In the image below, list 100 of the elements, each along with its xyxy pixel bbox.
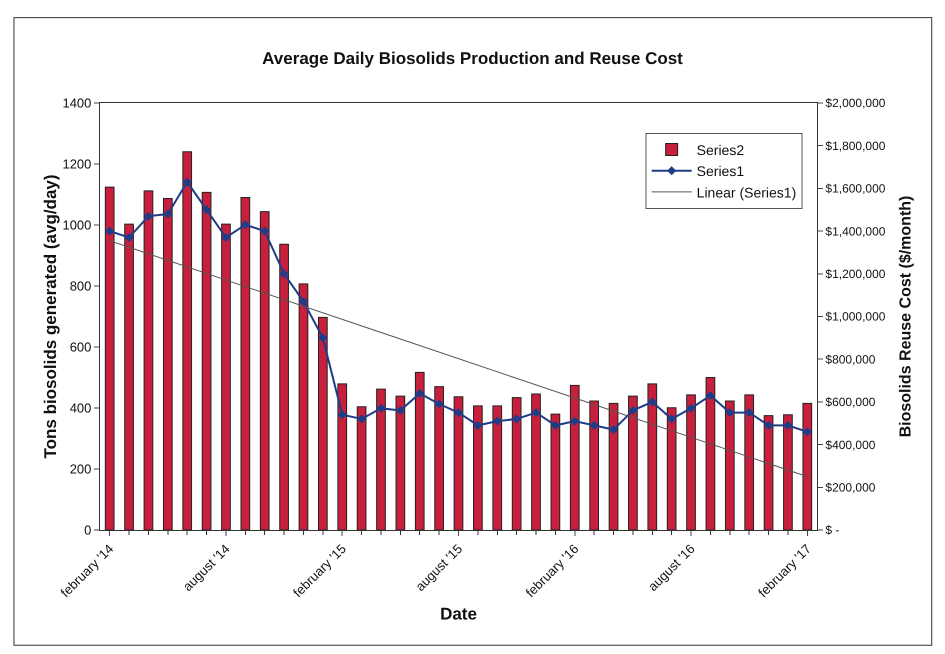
- point: [648, 397, 657, 406]
- bar: [589, 400, 600, 530]
- y2-tick-label: $2,000,000: [825, 96, 886, 110]
- bar: [666, 407, 677, 530]
- point: [764, 420, 774, 430]
- y2-tick-label: $800,000: [825, 352, 876, 366]
- bar: [802, 402, 812, 530]
- bar: [182, 151, 192, 530]
- point: [531, 408, 541, 418]
- bar: [298, 283, 308, 530]
- point: [686, 404, 696, 413]
- point: [434, 399, 444, 409]
- point: [318, 333, 328, 342]
- bar: [396, 396, 406, 530]
- bar: [454, 396, 464, 530]
- point: [667, 414, 676, 424]
- y-tick-label: 1000: [62, 218, 92, 233]
- bar: [376, 388, 386, 530]
- point: [570, 416, 580, 426]
- bar: [570, 384, 580, 530]
- bar: [318, 316, 328, 530]
- point: [608, 425, 618, 434]
- point: [396, 406, 405, 415]
- point: [240, 220, 250, 230]
- y2-tick-label: $1,600,000: [825, 182, 886, 196]
- y-tick-label: 1200: [62, 156, 92, 172]
- bar: [744, 394, 754, 530]
- bar: [202, 192, 212, 530]
- legend-label: Series1: [696, 163, 744, 180]
- bar: [608, 402, 618, 530]
- bar: [221, 224, 231, 530]
- legend-label: Series2: [696, 142, 744, 158]
- point: [744, 408, 754, 418]
- bar: [124, 224, 134, 530]
- point: [260, 226, 270, 236]
- y-tick-label: 1400: [62, 96, 92, 111]
- y2-tick-label: $600,000: [825, 395, 876, 410]
- point: [144, 212, 153, 221]
- bar: [240, 197, 250, 530]
- point: [357, 414, 366, 424]
- bar: [104, 186, 115, 530]
- bar: [512, 397, 522, 530]
- point: [454, 408, 464, 418]
- bar: [764, 415, 774, 530]
- bar: [686, 394, 696, 530]
- point: [550, 420, 560, 430]
- point: [783, 420, 792, 430]
- y2-tick-label: $200,000: [825, 480, 876, 494]
- y2-tick-label: $ -: [825, 523, 840, 538]
- bar: [144, 190, 154, 530]
- y2-tick-label: $1,200,000: [825, 267, 886, 281]
- point: [202, 205, 212, 214]
- point: [706, 390, 715, 400]
- point: [124, 232, 134, 242]
- y2-tick-label: $400,000: [825, 438, 876, 452]
- point: [492, 416, 502, 426]
- point: [802, 427, 812, 436]
- y-tick-label: 400: [70, 400, 92, 416]
- bar: [531, 393, 541, 530]
- legend-label: Linear (Series1): [696, 184, 796, 200]
- point: [163, 209, 172, 219]
- y2-axis-title: Biosolids Reuse Cost ($/month): [897, 196, 914, 438]
- point: [338, 410, 347, 420]
- y2-tick-label: $1,800,000: [825, 138, 886, 153]
- y-tick-label: 800: [70, 278, 92, 294]
- bar: [260, 211, 270, 530]
- y-tick-label: 600: [70, 340, 92, 355]
- bar: [628, 396, 638, 530]
- bar: [356, 406, 366, 530]
- y2-tick-label: $1,400,000: [825, 224, 886, 238]
- point: [590, 420, 599, 430]
- point: [725, 408, 734, 418]
- point: [280, 269, 289, 278]
- bar: [550, 414, 560, 530]
- point: [376, 404, 386, 413]
- y-tick-label: 0: [84, 522, 92, 538]
- bar: [162, 198, 173, 530]
- bar: [337, 383, 348, 530]
- point: [512, 414, 522, 424]
- point: [628, 406, 638, 415]
- bar: [724, 400, 735, 530]
- chart-title: Average Daily Biosolids Production and Reuse Cost: [262, 49, 684, 68]
- y2-tick-label: $1,000,000: [825, 310, 886, 324]
- bar: [434, 386, 444, 530]
- point: [415, 388, 424, 398]
- x-axis-title: Date: [440, 604, 477, 624]
- bar: [279, 244, 289, 530]
- point: [473, 420, 482, 430]
- bar: [706, 377, 716, 530]
- bar: [473, 405, 483, 530]
- bar: [492, 405, 502, 530]
- bar: [414, 372, 425, 530]
- y-tick-label: 200: [70, 462, 92, 477]
- point: [105, 226, 114, 236]
- bar: [647, 383, 658, 530]
- y-axis-title: Tons biosolids generated (avg/day): [41, 174, 60, 459]
- point: [298, 297, 308, 306]
- point: [182, 177, 192, 187]
- bar: [783, 414, 793, 530]
- point: [221, 232, 231, 242]
